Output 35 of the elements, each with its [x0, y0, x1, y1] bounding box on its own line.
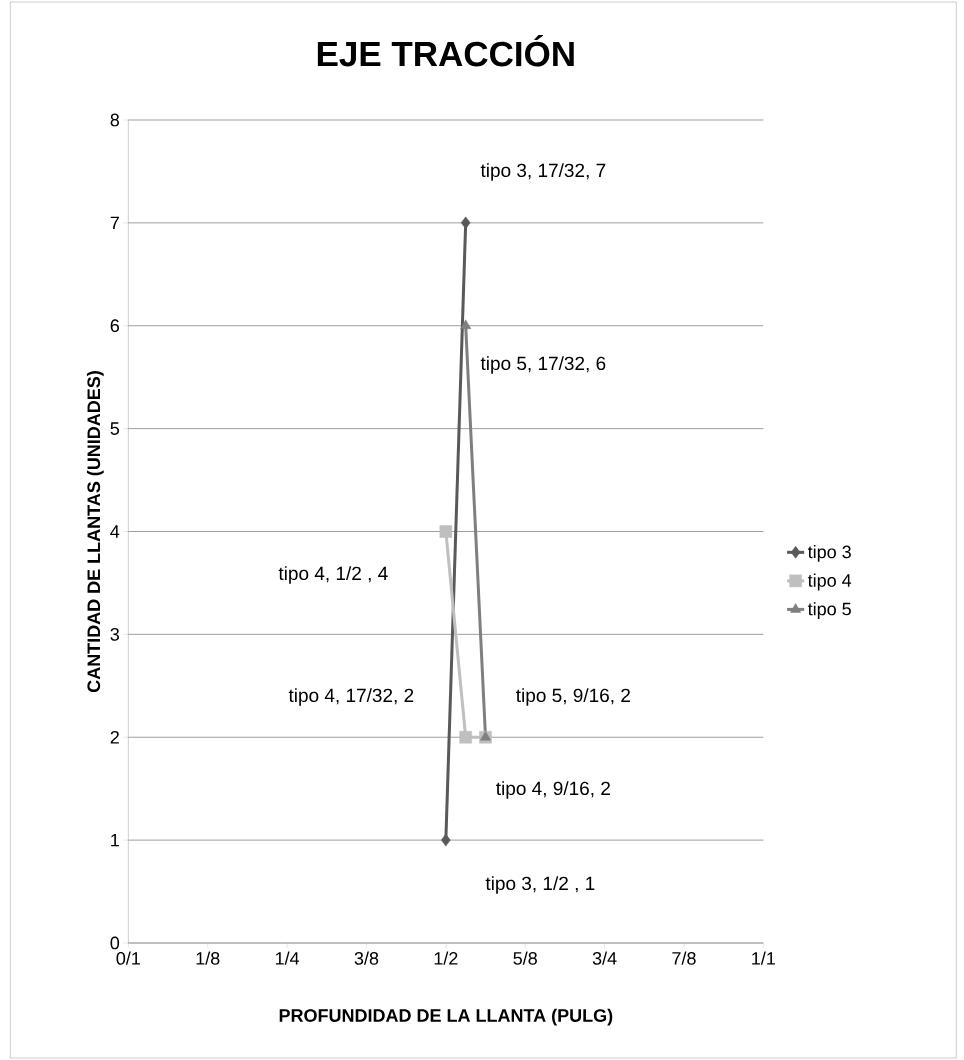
annotation: tipo 5, 17/32, 6: [480, 356, 606, 374]
y-tick-label: 0: [110, 936, 119, 950]
x-tick-label: 1/2: [434, 951, 458, 965]
annotation: tipo 3, 1/2 , 1: [485, 876, 595, 894]
y-tick-label: 7: [110, 216, 119, 230]
y-tick-label: 3: [110, 627, 119, 641]
x-tick-label: 1/8: [196, 951, 220, 965]
point: [439, 525, 452, 538]
x-tick-label: 5/8: [513, 951, 537, 965]
legend-label: tipo 4: [807, 573, 851, 591]
annotation: tipo 4, 17/32, 2: [288, 688, 414, 706]
y-axis-title: CANTIDAD DE LLANTAS (UNIDADES): [86, 371, 104, 693]
y-tick-label: 1: [111, 833, 119, 847]
legend-label: tipo 5: [807, 602, 851, 619]
y-tick-label: 2: [110, 730, 119, 744]
x-tick-label: 3/8: [354, 951, 379, 965]
annotation: tipo 3, 17/32, 7: [480, 163, 606, 181]
y-tick-label: 8: [110, 113, 119, 127]
y-tick-label: 4: [110, 525, 120, 538]
point: [459, 731, 472, 744]
x-axis-title: PROFUNDIDAD DE LA LLANTA (PULG): [279, 1008, 613, 1026]
annotation: tipo 5, 9/16, 2: [515, 688, 630, 706]
y-tick-label: 5: [110, 422, 119, 435]
point: [440, 833, 451, 847]
annotation: tipo 4, 9/16, 2: [495, 781, 610, 799]
x-tick-label: 3/4: [592, 951, 617, 965]
chart-title: EJE TRACCIÓN: [317, 35, 574, 67]
x-tick-label: 1/4: [275, 951, 299, 965]
x-tick-label: 7/8: [672, 951, 696, 965]
y-tick-label: 6: [110, 319, 119, 333]
annotation: tipo 4, 1/2 , 4: [278, 566, 388, 584]
x-tick-label: 0/1: [116, 951, 140, 965]
point: [460, 216, 471, 230]
legend-label: tipo 3: [807, 545, 851, 562]
x-tick-label: 1/1: [752, 951, 775, 965]
